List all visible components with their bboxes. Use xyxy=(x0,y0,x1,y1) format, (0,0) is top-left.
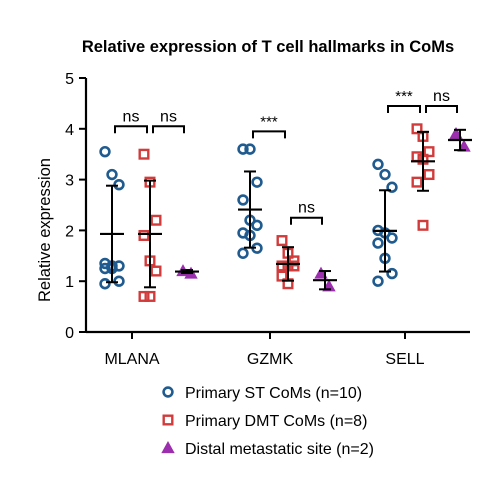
data-point xyxy=(144,290,156,302)
significance-label: ns xyxy=(123,108,140,125)
data-point xyxy=(411,176,423,188)
legend-marker xyxy=(162,414,174,426)
data-point xyxy=(150,214,162,226)
data-point xyxy=(423,169,435,181)
y-axis-label: Relative expression xyxy=(36,158,54,302)
data-point xyxy=(237,247,249,259)
data-point xyxy=(386,267,398,280)
significance-label: ns xyxy=(433,88,450,105)
data-point xyxy=(411,123,423,135)
data-point xyxy=(113,275,125,287)
x-tick-label: MLANA xyxy=(104,351,159,368)
legend-label: Primary ST CoMs (n=10) xyxy=(185,385,362,402)
data-point xyxy=(113,178,125,191)
y-tick-label: 0 xyxy=(65,325,74,342)
axes: 0 1 2 3 4 5 MLANA GZMK SELL xyxy=(65,71,470,368)
data-point xyxy=(322,279,336,292)
y-tick-label: 3 xyxy=(65,173,74,190)
legend-marker xyxy=(161,441,175,454)
data-point xyxy=(138,229,150,241)
data-point xyxy=(99,262,111,275)
significance-label: *** xyxy=(395,88,413,105)
data-point xyxy=(423,146,435,158)
data-point xyxy=(106,168,118,181)
y-tick-label: 5 xyxy=(65,71,74,88)
legend: Primary ST CoMs (n=10) Primary DMT CoMs (… xyxy=(161,385,374,458)
data-point xyxy=(386,181,398,193)
data-point xyxy=(276,235,288,247)
y-tick-label: 2 xyxy=(65,223,74,240)
data-point xyxy=(372,237,384,249)
data-point xyxy=(138,148,150,160)
x-tick-label: SELL xyxy=(385,351,424,368)
chart-title: Relative expression of T cell hallmarks … xyxy=(82,38,454,56)
data-point xyxy=(150,265,162,277)
data-point xyxy=(386,232,398,244)
data-point xyxy=(251,219,263,232)
data-point xyxy=(99,278,111,290)
data-point xyxy=(417,219,429,231)
significance-label: ns xyxy=(298,200,315,217)
legend-marker xyxy=(162,386,174,398)
significance-bracket xyxy=(152,125,185,134)
data-point xyxy=(372,158,384,171)
data-point xyxy=(288,260,300,272)
series-group xyxy=(99,143,398,290)
data-point xyxy=(251,176,263,188)
data-point xyxy=(237,143,249,155)
data-marks xyxy=(99,123,472,302)
series-group xyxy=(175,126,472,292)
significance-bracket xyxy=(252,130,286,139)
y-tick-label: 4 xyxy=(65,122,74,139)
data-point xyxy=(449,126,463,139)
data-point xyxy=(237,194,249,206)
legend-label: Primary DMT CoMs (n=8) xyxy=(185,413,367,430)
series-group xyxy=(138,123,435,302)
x-tick-label: GZMK xyxy=(247,351,294,368)
significance-bracket xyxy=(290,216,323,225)
data-point xyxy=(314,266,328,279)
data-point xyxy=(99,145,111,158)
data-point xyxy=(276,260,288,272)
y-tick-label: 1 xyxy=(65,274,74,291)
data-point xyxy=(244,143,256,155)
data-point xyxy=(372,275,384,287)
significance-bracket xyxy=(425,104,458,113)
data-point xyxy=(138,290,150,302)
significance-annotations: ns ns *** ns *** ns xyxy=(114,88,458,225)
significance-label: ns xyxy=(160,108,177,125)
significance-bracket xyxy=(114,125,148,134)
legend-label: Distal metastatic site (n=2) xyxy=(185,441,374,458)
data-point xyxy=(411,151,423,163)
significance-bracket xyxy=(387,104,421,113)
data-point xyxy=(379,168,391,181)
significance-label: *** xyxy=(260,113,278,130)
